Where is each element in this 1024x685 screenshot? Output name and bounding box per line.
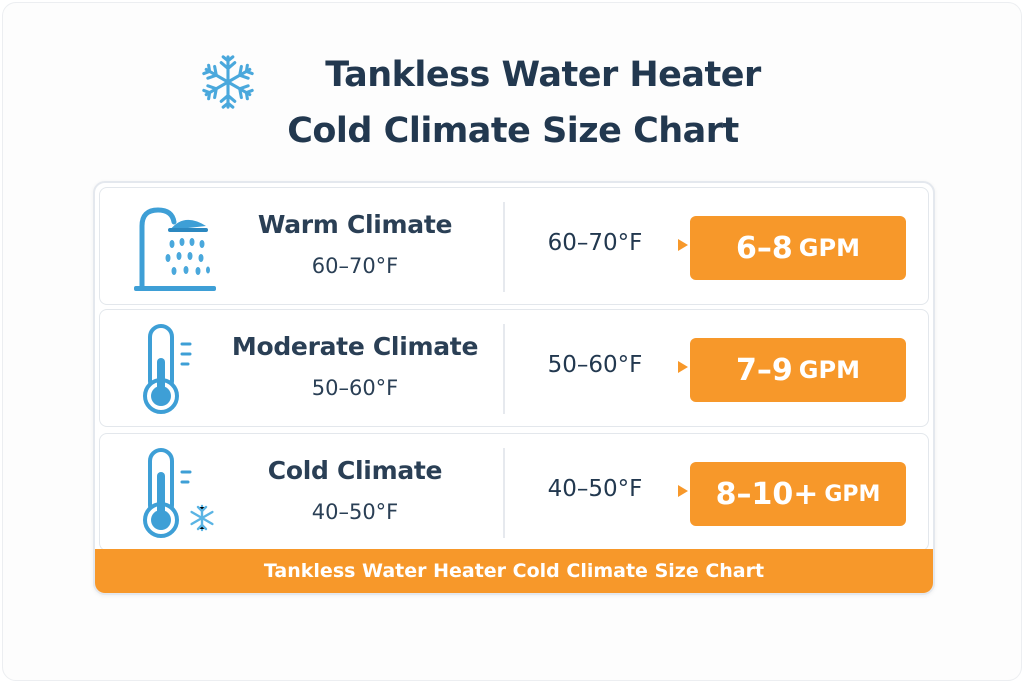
title-line-1: Tankless Water Heater [325, 55, 761, 95]
temperature-range: 50–60°F [547, 352, 643, 378]
size-chart-card: Warm Climate 60–70°F 60–70°F 6–8 GPM [93, 181, 935, 595]
title-line-2: Cold Climate Size Chart [287, 111, 739, 151]
table-row: Warm Climate 60–70°F 60–70°F 6–8 GPM [99, 187, 929, 305]
gpm-unit: GPM [824, 481, 881, 507]
column-divider [503, 448, 505, 538]
temperature-range: 40–50°F [547, 476, 643, 502]
gpm-badge: 7–9 GPM [690, 338, 906, 402]
temperature-range: 60–70°F [547, 230, 643, 256]
shower-icon [134, 207, 216, 291]
gpm-unit: GPM [798, 234, 860, 262]
table-row: Moderate Climate 50–60°F 50–60°F 7–9 GPM [99, 309, 929, 427]
gpm-unit: GPM [798, 356, 860, 384]
climate-range: 60–70°F [311, 254, 399, 278]
arrow-right-icon [678, 239, 688, 251]
column-divider [503, 324, 505, 414]
climate-range: 50–60°F [311, 376, 399, 400]
gpm-value: 8–10+ [715, 476, 819, 512]
climate-name: Moderate Climate [231, 332, 479, 361]
arrow-right-icon [678, 485, 688, 497]
thermometer-snowflake-icon [143, 448, 214, 538]
climate-range: 40–50°F [311, 500, 399, 524]
gpm-value: 7–9 [736, 352, 793, 388]
footer-banner: Tankless Water Heater Cold Climate Size … [95, 549, 933, 593]
gpm-value: 6–8 [736, 230, 793, 266]
thermometer-icon [143, 324, 192, 414]
column-divider [503, 202, 505, 292]
climate-name: Cold Climate [267, 456, 443, 485]
gpm-badge: 6–8 GPM [690, 216, 906, 280]
climate-name: Warm Climate [257, 210, 453, 239]
page-title: Tankless Water Heater Cold Climate Size … [3, 47, 1023, 159]
snowflake-icon [201, 55, 255, 109]
arrow-right-icon [678, 361, 688, 373]
gpm-badge: 8–10+ GPM [690, 462, 906, 526]
table-row: Cold Climate 40–50°F 40–50°F 8–10+ GPM [99, 433, 929, 551]
